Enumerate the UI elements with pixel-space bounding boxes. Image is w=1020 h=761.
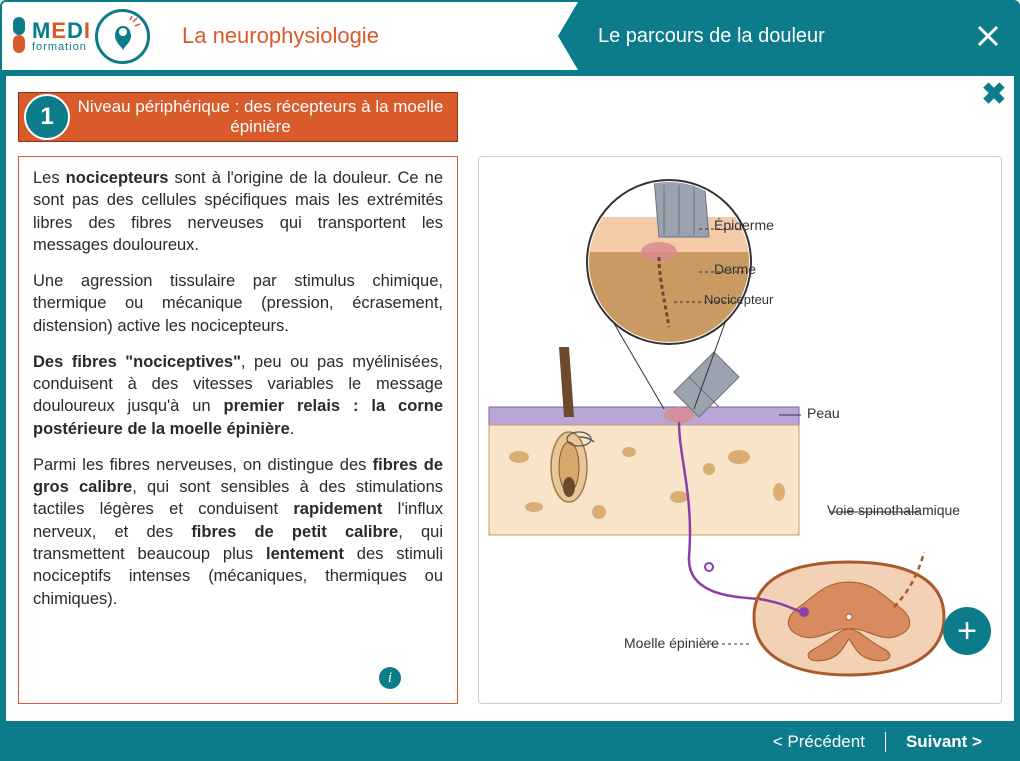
main-panel: ✖ 1 Niveau périphérique : des récepteurs… [2,72,1018,725]
paragraph-1: Les nocicepteurs sont à l'origine de la … [33,167,443,256]
label-derme: Derme [714,261,756,277]
label-peau: Peau [807,405,840,421]
module-icon [95,9,150,64]
panel-close-button[interactable]: ✖ [978,78,1010,110]
label-nocicepteur: Nocicepteur [704,292,773,307]
paragraph-2: Une agression tissulaire par stimulus ch… [33,270,443,337]
paragraph-3: Des fibres "nociceptives", peu ou pas my… [33,351,443,440]
logo-brand: MEDI [32,20,91,42]
label-epiderme: Épiderme [714,217,774,233]
logo-subtitle: formation [32,42,87,53]
app-frame: MEDI formation La neurophysiologie Le pa… [0,0,1020,761]
close-icon [976,24,1000,48]
content-row: Les nocicepteurs sont à l'origine de la … [18,156,1002,721]
logo: MEDI formation [2,2,172,70]
prev-button[interactable]: < Précédent [753,732,885,752]
section-title: Niveau périphérique : des récepteurs à l… [18,92,458,142]
section-number: 1 [24,94,70,140]
text-panel: Les nocicepteurs sont à l'origine de la … [18,156,458,704]
close-button[interactable] [958,2,1018,70]
diagram-panel: Épiderme Derme Nocicepteur Peau Voie spi… [478,156,1002,704]
zoom-button[interactable]: + [943,607,991,655]
footer-nav: < Précédent Suivant > [2,725,1018,759]
chapter-title: Le parcours de la douleur [558,2,958,70]
module-title: La neurophysiologie [172,2,558,70]
paragraph-4: Parmi les fibres nerveuses, on distingue… [33,454,443,610]
info-button[interactable]: i [379,667,401,689]
diagram-svg [479,157,979,704]
label-voie: Voie spinothalamique [827,502,960,518]
topbar: MEDI formation La neurophysiologie Le pa… [2,2,1018,72]
next-button[interactable]: Suivant > [886,732,1002,752]
section-title-text: Niveau périphérique : des récepteurs à l… [74,97,447,138]
label-moelle: Moelle épinière [624,635,719,651]
